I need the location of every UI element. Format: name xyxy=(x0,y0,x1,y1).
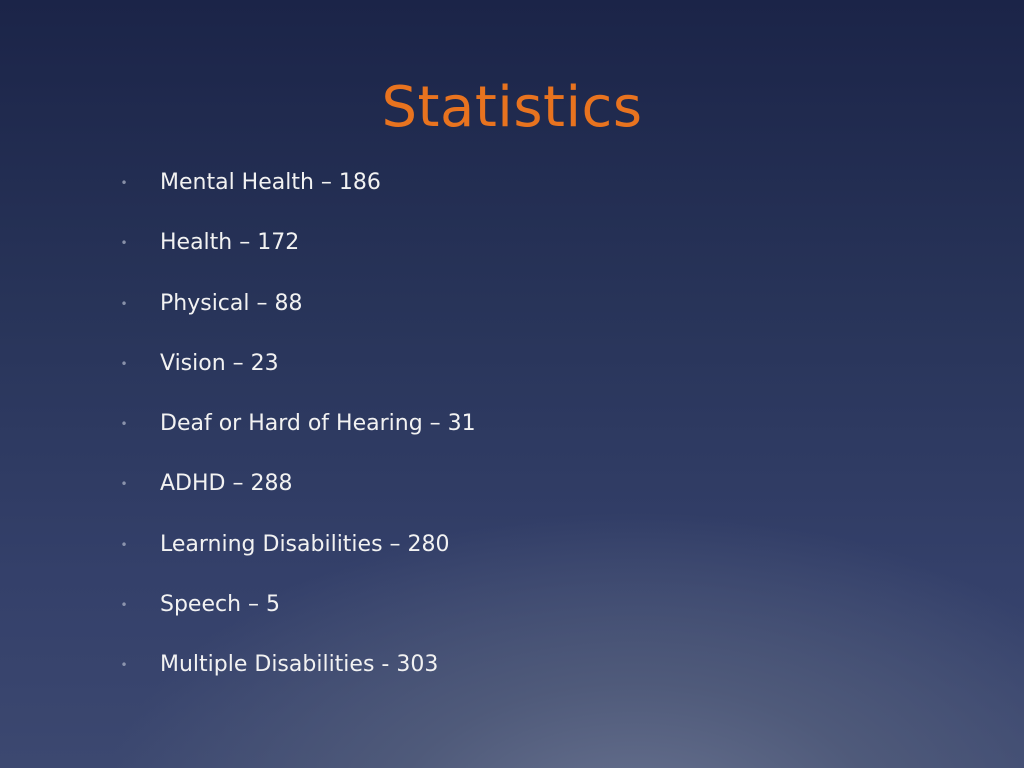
list-item-text: Deaf or Hard of Hearing – 31 xyxy=(160,411,476,437)
list-item: • Health – 172 xyxy=(118,222,476,282)
bullet-dot-icon: • xyxy=(120,537,128,552)
slide-title: Statistics xyxy=(381,75,643,140)
list-item: • Mental Health – 186 xyxy=(118,162,476,222)
bullet-dot-icon: • xyxy=(120,598,128,613)
list-item: • Deaf or Hard of Hearing – 31 xyxy=(118,403,476,463)
list-item-text: Physical – 88 xyxy=(160,290,303,316)
list-item-text: Learning Disabilities – 280 xyxy=(160,531,450,557)
list-item-text: ADHD – 288 xyxy=(160,471,293,497)
bullet-dot-icon: • xyxy=(120,176,128,190)
list-item: • Multiple Disabilities - 303 xyxy=(118,644,476,704)
bullet-list: • Mental Health – 186 • Health – 172 • P… xyxy=(118,162,476,705)
list-item-text: Health – 172 xyxy=(160,230,300,256)
bullet-dot-icon: • xyxy=(120,296,128,311)
list-item: • Learning Disabilities – 280 xyxy=(118,524,476,584)
bullet-dot-icon: • xyxy=(120,236,128,251)
list-item-text: Speech – 5 xyxy=(160,592,281,618)
bullet-dot-icon: • xyxy=(120,356,128,371)
list-item: • ADHD – 288 xyxy=(118,463,476,523)
list-item-text: Multiple Disabilities - 303 xyxy=(160,652,439,678)
list-item: • Speech – 5 xyxy=(118,584,476,644)
list-item: • Physical – 88 xyxy=(118,283,476,343)
bullet-dot-icon: • xyxy=(120,417,128,432)
bullet-dot-icon: • xyxy=(120,477,128,492)
bullet-dot-icon: • xyxy=(120,658,128,673)
list-item-text: Vision – 23 xyxy=(160,350,279,376)
list-item-text: Mental Health – 186 xyxy=(160,170,381,195)
list-item: • Vision – 23 xyxy=(118,343,476,403)
